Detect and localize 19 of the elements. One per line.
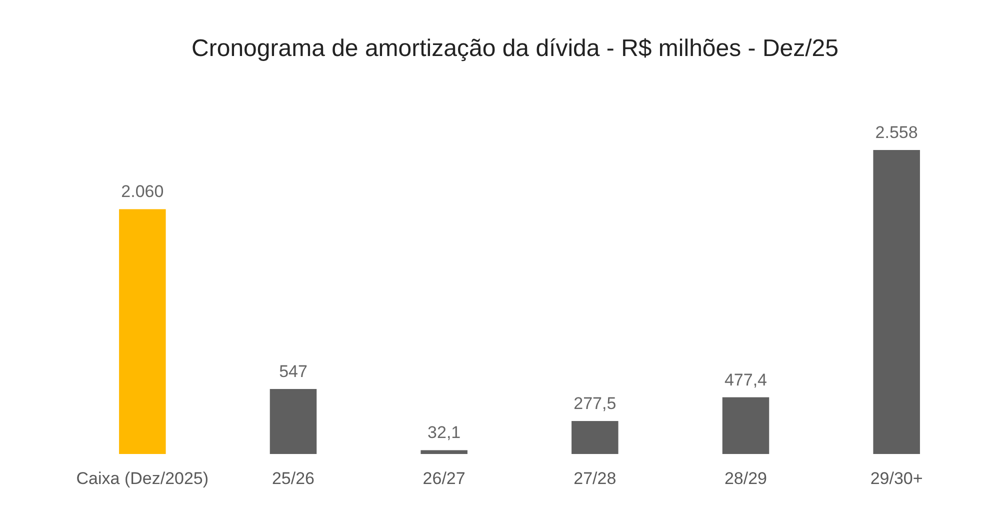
data-label: 547 [279, 362, 308, 381]
bar [572, 421, 618, 454]
bar [270, 388, 317, 454]
x-tick-label: 25/26 [272, 469, 315, 488]
chart-title: Cronograma de amortização da dívida - R$ milhões - Dez/25 [192, 35, 838, 62]
bar [722, 397, 770, 454]
bar [420, 450, 468, 454]
data-label: 2.558 [875, 123, 918, 142]
x-tick-label: Caixa (Dez/2025) [76, 469, 209, 488]
x-tick-label: 29/30+ [870, 469, 923, 488]
data-label: 477,4 [724, 370, 768, 390]
data-label: 277,5 [574, 394, 616, 414]
bar [873, 150, 920, 454]
x-tick-label: 28/29 [724, 469, 768, 488]
bar [119, 209, 166, 454]
x-tick-label: 26/27 [422, 469, 466, 488]
x-tick-label: 27/28 [574, 469, 616, 488]
data-label: 32,1 [428, 423, 461, 442]
data-label: 2.060 [121, 182, 164, 202]
